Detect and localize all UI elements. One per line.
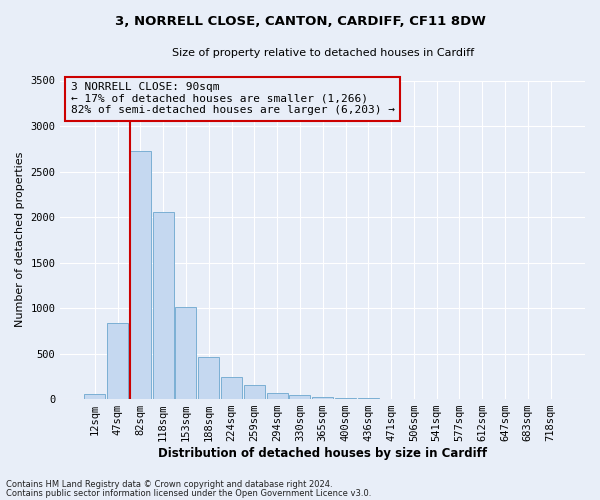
Text: 3 NORRELL CLOSE: 90sqm
← 17% of detached houses are smaller (1,266)
82% of semi-: 3 NORRELL CLOSE: 90sqm ← 17% of detached… (71, 82, 395, 116)
Y-axis label: Number of detached properties: Number of detached properties (15, 152, 25, 328)
Bar (107, 322, 128, 399)
Text: 3, NORRELL CLOSE, CANTON, CARDIFF, CF11 8DW: 3, NORRELL CLOSE, CANTON, CARDIFF, CF11 … (115, 15, 485, 28)
Bar (198, 357, 219, 399)
Bar (175, 307, 196, 399)
Text: Contains public sector information licensed under the Open Government Licence v3: Contains public sector information licen… (6, 488, 371, 498)
Bar (130, 152, 151, 399)
Bar (335, 398, 356, 399)
Bar (84, 394, 105, 399)
X-axis label: Distribution of detached houses by size in Cardiff: Distribution of detached houses by size … (158, 447, 487, 460)
Bar (244, 385, 265, 399)
Bar (221, 377, 242, 399)
Bar (266, 393, 287, 399)
Text: Contains HM Land Registry data © Crown copyright and database right 2024.: Contains HM Land Registry data © Crown c… (6, 480, 332, 489)
Bar (312, 397, 333, 399)
Bar (358, 398, 379, 399)
Title: Size of property relative to detached houses in Cardiff: Size of property relative to detached ho… (172, 48, 474, 58)
Bar (152, 212, 173, 399)
Bar (289, 396, 310, 399)
